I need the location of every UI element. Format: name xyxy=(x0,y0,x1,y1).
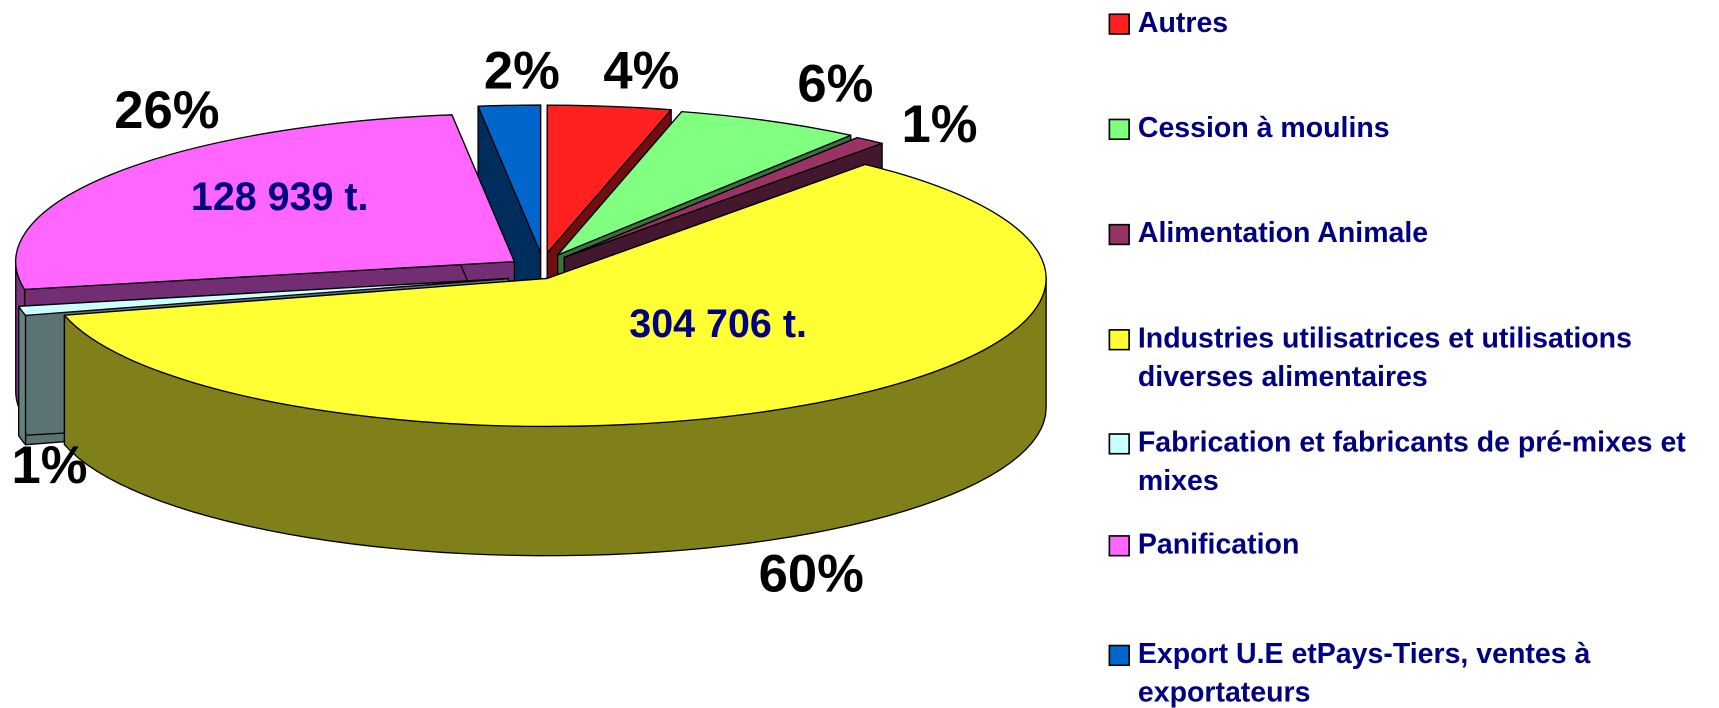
slice-top xyxy=(563,137,883,259)
legend-item: Cession à moulins xyxy=(1137,110,1390,144)
legend-swatch xyxy=(1108,535,1130,557)
pie xyxy=(15,104,1047,557)
legend-item: Export U.E etPays-Tiers, ventes à export… xyxy=(1137,636,1591,708)
slice-top xyxy=(63,163,1047,428)
data-label: 60% xyxy=(759,544,864,603)
annotation: 304 706 t. xyxy=(629,302,807,346)
legend-label: Autres xyxy=(1137,5,1229,39)
slice-top xyxy=(15,114,516,291)
legend-swatch xyxy=(1108,644,1130,667)
legend-label: Industries utilisatrices et utilisations… xyxy=(1137,321,1632,393)
legend-label: Fabrication et fabricants de pré-mixes e… xyxy=(1137,425,1686,497)
slice-top xyxy=(557,110,852,256)
data-label: 4% xyxy=(603,41,679,100)
data-label: 1% xyxy=(901,95,977,154)
slice xyxy=(63,163,1047,557)
legend-item: Panification xyxy=(1137,527,1300,561)
legend-label: Alimentation Animale xyxy=(1137,215,1429,249)
legend-swatch xyxy=(1108,329,1130,351)
slice-top xyxy=(18,277,510,317)
data-label: 6% xyxy=(797,55,873,114)
legend-swatch xyxy=(1108,118,1130,141)
legend-item: Alimentation Animale xyxy=(1137,215,1429,249)
data-label: 2% xyxy=(484,41,560,100)
slice-top xyxy=(477,104,542,254)
legend-item: Fabrication et fabricants de pré-mixes e… xyxy=(1137,425,1686,497)
legend-swatch xyxy=(1108,223,1130,246)
slice-wall xyxy=(18,305,27,446)
data-label: 1% xyxy=(12,436,88,495)
slice-top xyxy=(546,104,672,254)
legend-swatch xyxy=(1108,13,1130,35)
legend-label: Panification xyxy=(1137,527,1300,561)
data-label: 26% xyxy=(114,81,219,140)
legend-label: Export U.E etPays-Tiers, ventes à export… xyxy=(1137,636,1591,708)
legend-item: Industries utilisatrices et utilisations… xyxy=(1137,321,1632,393)
legend-swatch xyxy=(1108,433,1130,455)
legend-label: Cession à moulins xyxy=(1137,110,1390,144)
legend-item: Autres xyxy=(1137,5,1229,39)
annotation: 128 939 t. xyxy=(191,175,369,219)
